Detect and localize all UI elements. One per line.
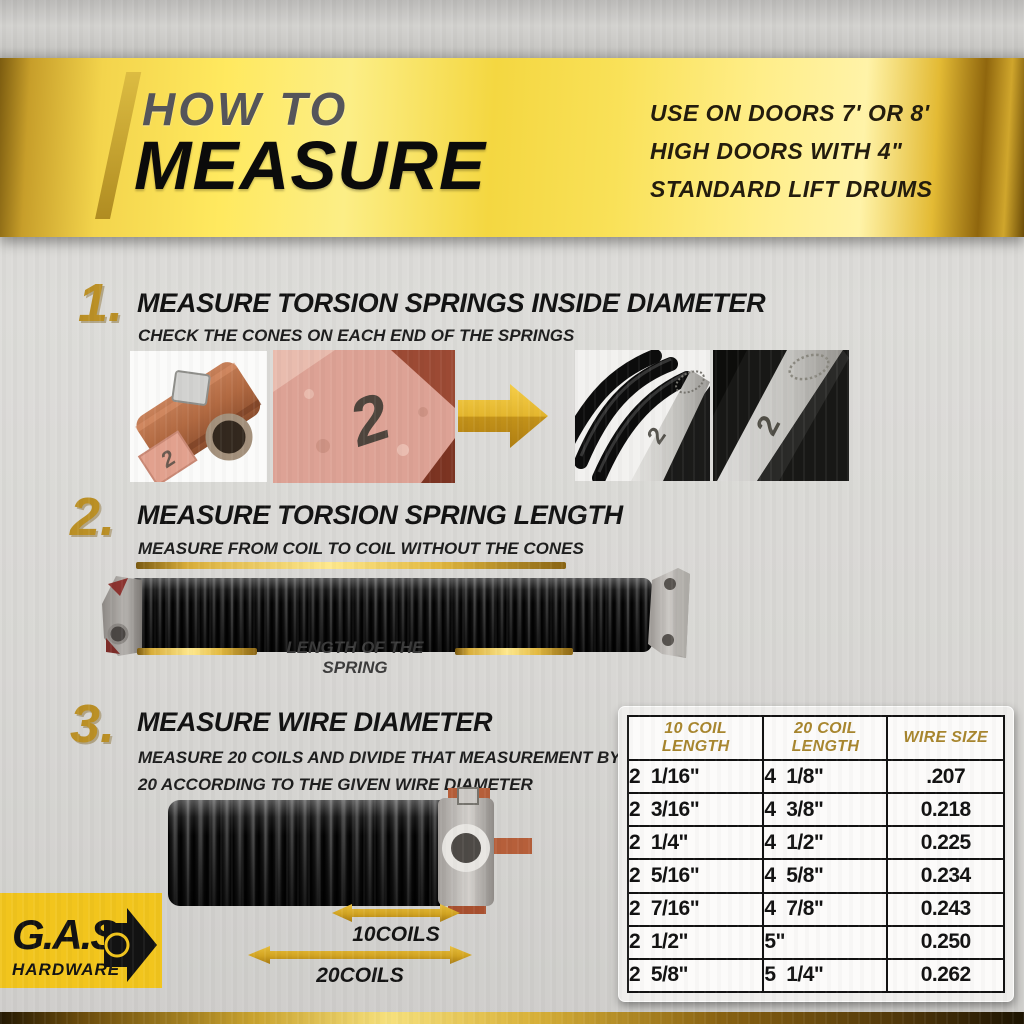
cone-bore-hole <box>205 413 253 461</box>
table-cell: 2 1/2" <box>626 924 765 960</box>
table-cell: 0.250 <box>886 924 1005 960</box>
banner-note: USE ON DOORS 7' OR 8' HIGH DOORS WITH 4"… <box>650 94 933 208</box>
table-cell: 5 1/4" <box>762 957 889 994</box>
gold-banner: HOW TO MEASURE USE ON DOORS 7' OR 8' HIG… <box>0 58 1024 237</box>
banner-note-line-3: STANDARD LIFT DRUMS <box>650 176 933 202</box>
header-wire-size: WIRE SIZE <box>886 715 1005 761</box>
table-cell: 2 5/8" <box>626 957 765 994</box>
table-row: 2 1/2" 5" 0.250 <box>626 924 1005 960</box>
spring-winding-cone <box>438 787 532 914</box>
logo-sub-text: HARDWARE <box>12 960 120 979</box>
stamp-oval <box>788 353 830 381</box>
spring-length-label: LENGTH OF THE SPRING <box>286 638 424 677</box>
logo-arrow-icon <box>104 908 157 982</box>
step1-number: 1. <box>78 273 124 333</box>
table-cell: 0.243 <box>886 891 1005 927</box>
header-10-coil-length: 10 COIL LENGTH <box>626 715 765 761</box>
gold-measure-bar-right <box>455 648 573 655</box>
spring-left-cone <box>102 576 142 656</box>
banner-note-line-1: USE ON DOORS 7' OR 8' <box>650 100 930 126</box>
table-row: 2 1/16" 4 1/8" .207 <box>626 758 1005 795</box>
twenty-coils-label: 20COILS <box>316 964 404 987</box>
torsion-spring-photo <box>128 578 652 652</box>
cone-photo-1: 2 <box>130 351 267 482</box>
twenty-coils-arrow-icon <box>248 946 472 964</box>
banner-title-line1: HOW TO <box>142 83 349 135</box>
gas-hardware-logo: G.A.S HARDWARE <box>0 893 162 988</box>
table-row: 2 5/16" 4 5/8" 0.234 <box>626 858 1005 894</box>
table-cell: 5" <box>762 924 889 960</box>
table-cell: 0.218 <box>886 792 1005 828</box>
spring-size-table: 10 COIL LENGTH 20 COIL LENGTH WIRE SIZE … <box>626 715 1005 994</box>
step2-title: MEASURE TORSION SPRING LENGTH <box>137 500 623 530</box>
table-cell: 2 1/4" <box>626 825 765 861</box>
step3-subtitle: MEASURE 20 COILS AND DIVIDE THAT MEASURE… <box>138 748 621 795</box>
table-cell: 0.262 <box>886 957 1005 994</box>
table-cell: 4 1/2" <box>762 825 889 861</box>
top-silver-band <box>0 0 1024 59</box>
step1-title: MEASURE TORSION SPRINGS INSIDE DIAMETER <box>137 288 766 318</box>
spring-size-table-card: 10 COIL LENGTH 20 COIL LENGTH WIRE SIZE … <box>618 706 1014 1002</box>
table-cell: 2 5/16" <box>626 858 765 894</box>
spring-ring-photo-1: 2 <box>575 350 710 481</box>
step2-subtitle: MEASURE FROM COIL TO COIL WITHOUT THE CO… <box>138 539 584 558</box>
header-20-coil-length: 20 COIL LENGTH <box>762 715 889 761</box>
table-cell: 0.225 <box>886 825 1005 861</box>
table-cell: 4 5/8" <box>762 858 889 894</box>
spring-right-flange <box>648 568 690 658</box>
step3-number: 3. <box>70 694 116 754</box>
table-cell: .207 <box>886 758 1005 795</box>
table-header-row: 10 COIL LENGTH 20 COIL LENGTH WIRE SIZE <box>626 715 1005 761</box>
stamp-oval <box>675 370 705 394</box>
table-cell: 0.234 <box>886 858 1005 894</box>
ten-coils-label: 10COILS <box>352 923 440 946</box>
table-cell: 4 3/8" <box>762 792 889 828</box>
table-cell: 4 7/8" <box>762 891 889 927</box>
wire-diameter-spring-photo <box>168 800 460 906</box>
gold-measure-bar-top <box>136 562 566 569</box>
table-row: 2 1/4" 4 1/2" 0.225 <box>626 825 1005 861</box>
bottom-gold-bar <box>0 1012 1024 1024</box>
step1-subtitle: CHECK THE CONES ON EACH END OF THE SPRIN… <box>138 326 575 345</box>
gold-measure-bar-left <box>137 648 257 655</box>
table-cell: 2 7/16" <box>626 891 765 927</box>
table-row: 2 3/16" 4 3/8" 0.218 <box>626 792 1005 828</box>
table-cell: 4 1/8" <box>762 758 889 795</box>
step3-title: MEASURE WIRE DIAMETER <box>137 707 493 737</box>
right-arrow-icon <box>458 384 548 448</box>
table-row: 2 5/8" 5 1/4" 0.262 <box>626 957 1005 994</box>
table-cell: 2 1/16" <box>626 758 765 795</box>
step2-number: 2. <box>70 487 116 547</box>
cone-bore-hole <box>451 833 481 863</box>
table-cell: 2 3/16" <box>626 792 765 828</box>
ten-coils-arrow-icon <box>332 904 460 922</box>
cone-photo-2-closeup: 2 <box>273 350 455 483</box>
logo-name-text: G.A.S <box>12 911 118 958</box>
table-row: 2 7/16" 4 7/8" 0.243 <box>626 891 1005 927</box>
spring-ring-photo-2-closeup: 2 <box>713 350 849 481</box>
banner-title-line2: MEASURE <box>134 127 487 204</box>
banner-note-line-2: HIGH DOORS WITH 4" <box>650 138 903 164</box>
